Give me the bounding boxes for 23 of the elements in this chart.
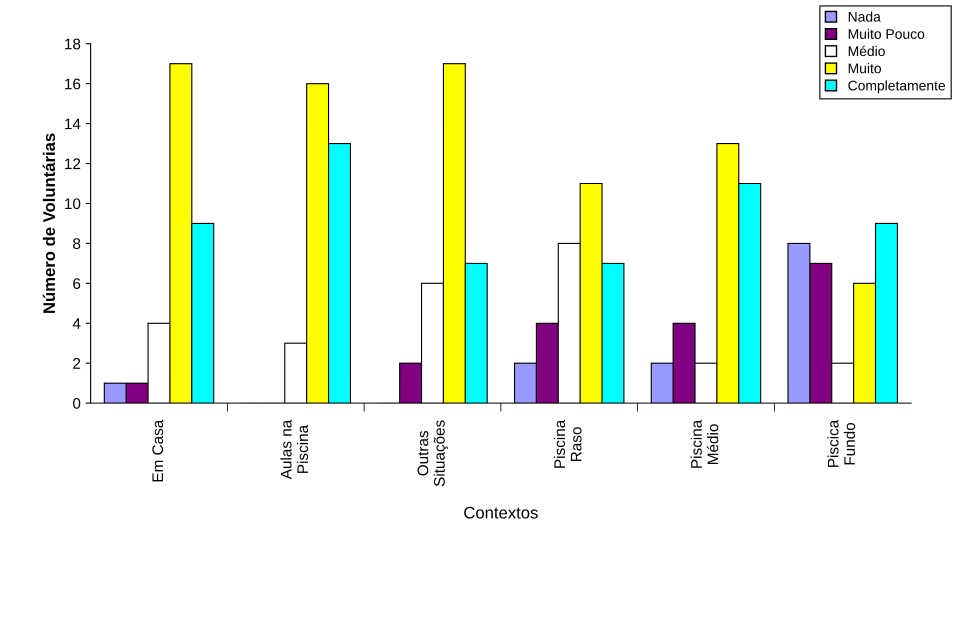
x-tick-label: Aulas na Piscina xyxy=(280,420,308,480)
legend-label: Nada xyxy=(848,12,881,22)
y-tick-label: 6 xyxy=(73,278,80,290)
legend-label: Completamente xyxy=(848,80,946,94)
y-tick-label: 16 xyxy=(65,78,80,90)
y-tick-label: 2 xyxy=(73,358,80,369)
x-tick-label: Outras Situações xyxy=(418,420,448,486)
y-tick-label: 0 xyxy=(73,398,80,409)
y-tick-label: 10 xyxy=(65,198,80,210)
x-tick-label: Piscica Fundo xyxy=(827,420,856,467)
x-tick-label: Piscina Raso xyxy=(554,420,582,468)
y-tick-label: 4 xyxy=(72,318,80,329)
x-tick-label: Em Casa xyxy=(152,420,164,482)
y-tick-label: 14 xyxy=(65,118,80,130)
y-axis-title: Número de Voluntárias xyxy=(42,134,56,313)
legend-label: Médio xyxy=(848,46,885,56)
y-tick-label: 18 xyxy=(65,38,80,50)
y-tick-label: 8 xyxy=(73,238,80,250)
x-tick-label: Piscina Médio xyxy=(690,420,718,468)
legend-label: Muito xyxy=(848,63,882,74)
y-tick-label: 12 xyxy=(65,158,80,170)
x-axis-title: Contextos xyxy=(464,506,538,519)
legend-label: Muito Pouco xyxy=(848,28,924,39)
